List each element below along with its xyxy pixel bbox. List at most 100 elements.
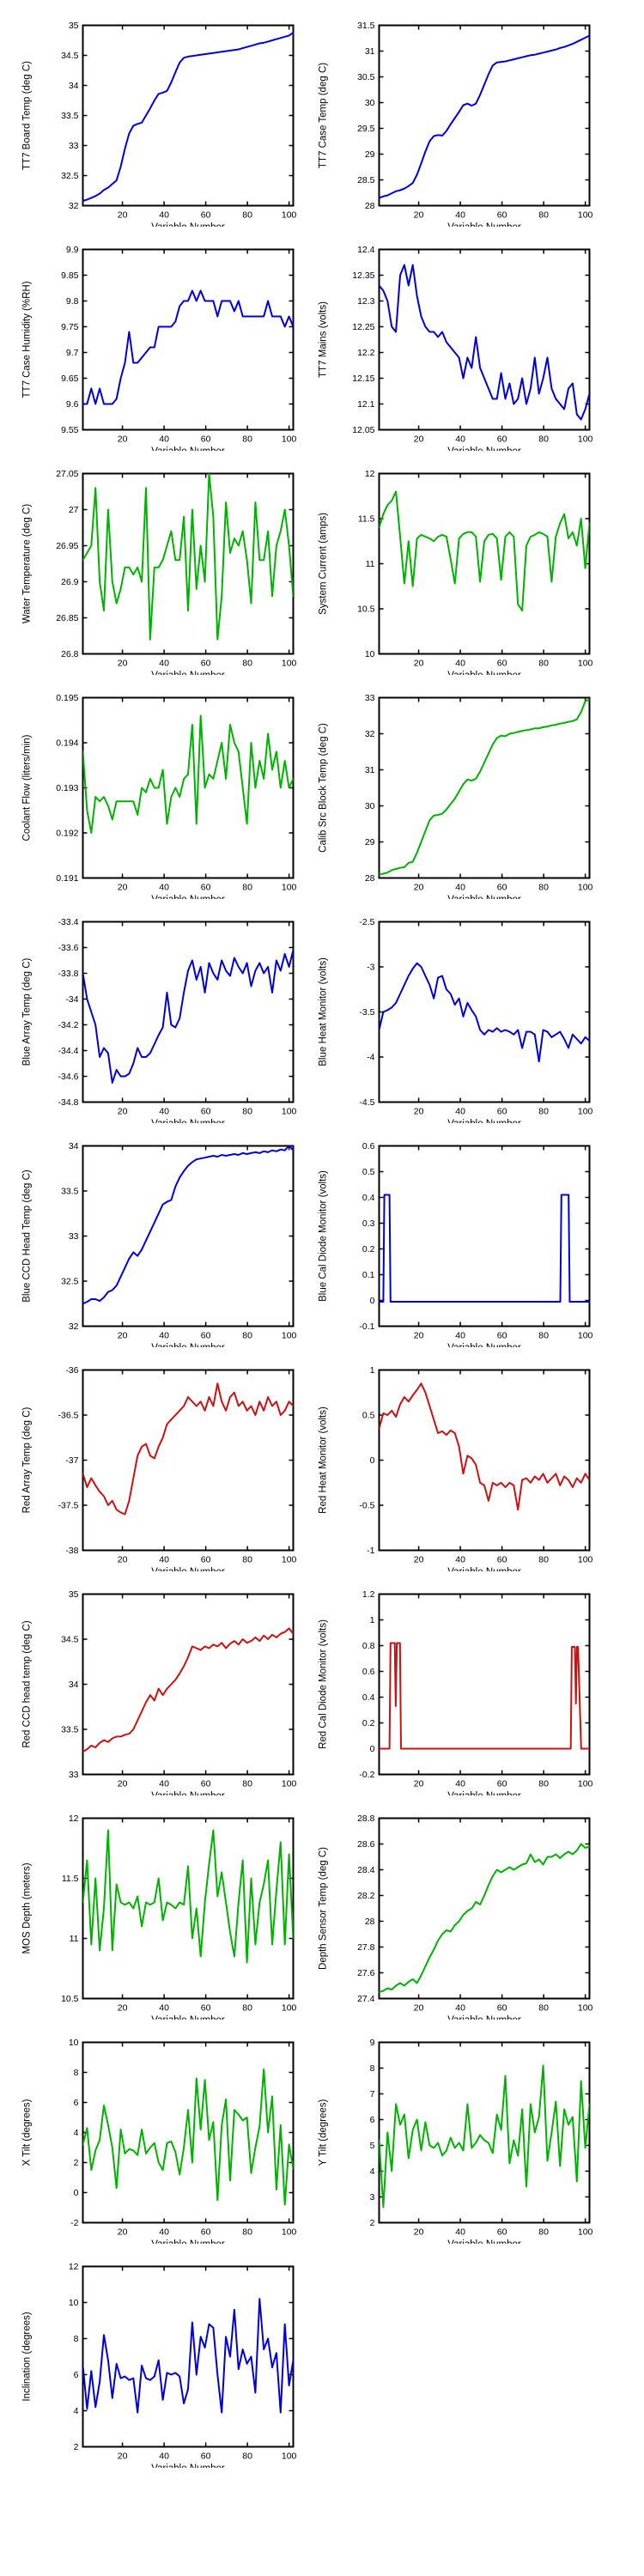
- y-axis-label: Blue Cal Diode Monitor (volts): [319, 1170, 329, 1302]
- x-tick-label: 60: [201, 1331, 211, 1341]
- y-tick-label: 0.4: [362, 1692, 375, 1703]
- y-tick-label: 7: [370, 2089, 375, 2099]
- x-tick-label: 100: [282, 2227, 296, 2238]
- data-line-red-cal-diode-monitor: [379, 1642, 590, 1750]
- chart-depth-sensor-temp: 20 40 60 80 100 27.4 27.6 27.8 28 28.2 28.4 28.6 28.…: [319, 1814, 593, 2026]
- x-tick-label: 80: [242, 659, 252, 669]
- y-tick-label: 35: [69, 1589, 79, 1600]
- y-tick-label: 30: [365, 801, 375, 811]
- y-tick-label: -34: [65, 994, 78, 1005]
- x-tick-label: 20: [414, 1555, 424, 1565]
- chart-cell-depth-sensor-temp: 20 40 60 80 100 27.4 27.6 27.8 28 28.2 28.4 28.6 28.…: [296, 1795, 593, 2026]
- chart-red-array-temp: 20 40 60 80 100 -38 -37.5 -37 -36.5 -36 Red Array …: [22, 1365, 297, 1577]
- y-tick-label: 34: [69, 1680, 79, 1690]
- y-tick-label: -2: [70, 2218, 78, 2228]
- x-tick-label: 20: [118, 2451, 128, 2462]
- y-tick-label: 12.3: [357, 296, 375, 307]
- y-tick-label: 11.5: [358, 514, 375, 525]
- y-tick-label: 9.7: [66, 348, 79, 358]
- data-line-tt7-case-humidity: [82, 289, 294, 405]
- x-tick-label: 80: [242, 1555, 252, 1565]
- y-tick-label: 0: [74, 2188, 79, 2198]
- y-tick-label: 12.15: [352, 374, 374, 384]
- y-tick-label: 0.194: [56, 738, 78, 749]
- x-axis-label: Variable Number: [151, 2464, 225, 2468]
- chart-mos-depth: 20 40 60 80 100 10.5 11 11.5 12 MOS Depth (meters…: [22, 1814, 297, 2026]
- x-tick-label: 60: [497, 2003, 507, 2014]
- x-tick-label: 80: [242, 883, 252, 893]
- x-tick-label: 80: [538, 2003, 549, 2014]
- chart-tt7-case-temp: 20 40 60 80 100 28 28.5 29 29.5 30 30.5 31 31.5 TT7 C…: [319, 21, 593, 233]
- x-tick-label: 60: [497, 434, 507, 445]
- y-axis-label: Red Array Temp (deg C): [22, 1406, 33, 1513]
- x-tick-label: 20: [118, 2003, 128, 2014]
- x-tick-label: 100: [578, 434, 592, 445]
- x-tick-label: 80: [242, 210, 252, 221]
- y-tick-label: -0.1: [359, 1321, 374, 1332]
- data-line-blue-array-temp: [82, 949, 294, 1084]
- y-tick-label: 3: [370, 2192, 375, 2202]
- y-tick-label: 0.6: [362, 1141, 375, 1151]
- chart-cell-water-temperature: 20 40 60 80 100 26.8 26.85 26.9 26.95 27 27.05 Wate…: [0, 451, 297, 681]
- chart-y-tilt: 20 40 60 80 100 2 3 4 5 6 7 8 9 Y Tilt (degrees) Varia…: [319, 2038, 593, 2250]
- x-tick-label: 40: [159, 2227, 169, 2238]
- y-tick-label: 28.2: [357, 1891, 375, 1901]
- y-axis-label: Calib Src Block Temp (deg C): [319, 723, 329, 853]
- y-tick-label: 28.4: [357, 1865, 375, 1875]
- x-tick-label: 60: [201, 1555, 211, 1565]
- x-tick-label: 60: [497, 1555, 507, 1565]
- y-tick-label: 10: [69, 2038, 79, 2048]
- y-axis-label: Blue Array Temp (deg C): [22, 957, 33, 1066]
- chart-red-cal-diode-monitor: 20 40 60 80 100 -0.2 0 0.2 0.4 0.6 0.8 1 1.2 Red Cal …: [319, 1589, 593, 1801]
- chart-blue-array-temp: 20 40 60 80 100 -34.8 -34.6 -34.4 -34.2 -34 -33.8 -…: [22, 917, 297, 1129]
- data-line-blue-ccd-head-temp: [82, 1145, 294, 1305]
- y-tick-label: 10: [69, 2298, 79, 2308]
- y-tick-label: 9.9: [66, 245, 79, 255]
- y-tick-label: 2: [370, 2218, 375, 2228]
- y-tick-label: 9: [370, 2038, 375, 2048]
- y-tick-label: -34.6: [58, 1072, 79, 1082]
- x-tick-label: 40: [455, 2227, 465, 2238]
- y-tick-label: -3: [367, 963, 374, 973]
- x-tick-label: 100: [282, 434, 296, 445]
- axes-box: [378, 696, 591, 879]
- y-tick-label: 34: [69, 81, 79, 91]
- y-tick-label: -38: [65, 1546, 78, 1556]
- data-line-mos-depth: [82, 1829, 294, 1964]
- chart-tt7-board-temp: 20 40 60 80 100 32 32.5 33 33.5 34 34.5 35 TT7 Board…: [22, 21, 297, 233]
- x-tick-label: 100: [282, 659, 296, 669]
- y-tick-label: 27.8: [357, 1942, 375, 1953]
- y-axis-label: TT7 Board Temp (deg C): [22, 61, 33, 170]
- x-tick-label: 60: [201, 2451, 211, 2462]
- y-axis-label: Red CCD head temp (deg C): [22, 1620, 33, 1747]
- y-tick-label: 34: [69, 1141, 79, 1151]
- chart-cell-tt7-mains: 20 40 60 80 100 12.05 12.1 12.15 12.2 12.25 12.3 12…: [296, 227, 593, 457]
- chart-tt7-case-humidity: 20 40 60 80 100 9.55 9.6 9.65 9.7 9.75 9.8 9.85 9.9 T…: [22, 245, 297, 457]
- y-tick-label: 11: [70, 1934, 79, 1944]
- x-tick-label: 100: [578, 210, 592, 221]
- x-tick-label: 100: [282, 1107, 296, 1117]
- y-tick-label: 0.3: [362, 1218, 375, 1229]
- y-axis-label: Y Tilt (degrees): [319, 2099, 329, 2166]
- y-tick-label: 1: [370, 1615, 375, 1625]
- x-tick-label: 100: [578, 1107, 592, 1117]
- y-tick-label: 0.193: [56, 783, 78, 793]
- x-tick-label: 60: [201, 1779, 211, 1789]
- chart-coolant-flow: 20 40 60 80 100 0.191 0.192 0.193 0.194 0.195 Cool…: [22, 693, 297, 905]
- y-axis-label: Blue Heat Monitor (volts): [319, 957, 329, 1066]
- y-tick-label: 32: [69, 1321, 79, 1332]
- y-tick-label: 34.5: [61, 51, 79, 61]
- y-tick-label: 27.4: [357, 1994, 375, 2004]
- y-tick-label: 35: [69, 21, 79, 31]
- axes-box: [82, 472, 295, 655]
- chart-cell-mos-depth: 20 40 60 80 100 10.5 11 11.5 12 MOS Depth (meters…: [0, 1795, 297, 2026]
- axes-box: [82, 2041, 295, 2224]
- y-tick-label: 6: [370, 2115, 375, 2125]
- y-tick-label: 12.4: [357, 245, 375, 255]
- x-tick-label: 60: [201, 2227, 211, 2238]
- x-tick-label: 40: [455, 2003, 465, 2014]
- axes-box: [82, 248, 295, 431]
- y-tick-label: 32.5: [61, 1277, 79, 1287]
- y-axis-label: TT7 Case Temp (deg C): [319, 63, 329, 168]
